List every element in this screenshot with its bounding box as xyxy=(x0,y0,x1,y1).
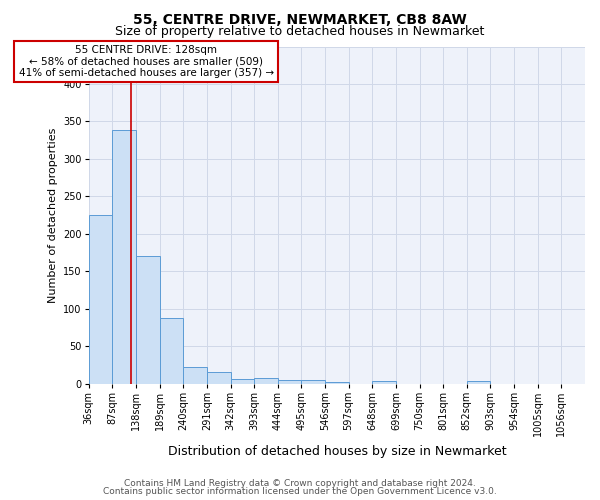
Bar xyxy=(112,130,136,384)
Bar xyxy=(183,368,207,384)
Bar xyxy=(254,378,278,384)
Bar xyxy=(230,378,254,384)
Text: 55 CENTRE DRIVE: 128sqm
← 58% of detached houses are smaller (509)
41% of semi-d: 55 CENTRE DRIVE: 128sqm ← 58% of detache… xyxy=(19,45,274,78)
Bar xyxy=(89,215,112,384)
Text: Contains HM Land Registry data © Crown copyright and database right 2024.: Contains HM Land Registry data © Crown c… xyxy=(124,478,476,488)
Bar xyxy=(278,380,301,384)
X-axis label: Distribution of detached houses by size in Newmarket: Distribution of detached houses by size … xyxy=(167,444,506,458)
Bar xyxy=(301,380,325,384)
Text: 55, CENTRE DRIVE, NEWMARKET, CB8 8AW: 55, CENTRE DRIVE, NEWMARKET, CB8 8AW xyxy=(133,12,467,26)
Bar xyxy=(373,381,396,384)
Bar xyxy=(467,381,490,384)
Text: Contains public sector information licensed under the Open Government Licence v3: Contains public sector information licen… xyxy=(103,487,497,496)
Bar xyxy=(136,256,160,384)
Bar xyxy=(207,372,230,384)
Y-axis label: Number of detached properties: Number of detached properties xyxy=(47,128,58,303)
Bar xyxy=(160,318,183,384)
Bar xyxy=(325,382,349,384)
Text: Size of property relative to detached houses in Newmarket: Size of property relative to detached ho… xyxy=(115,25,485,38)
